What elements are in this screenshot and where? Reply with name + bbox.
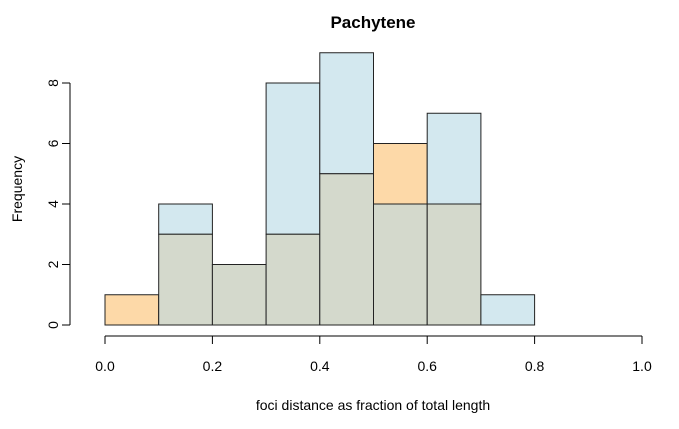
overlap-bar-4 [319,173,374,326]
x-axis-label: foci distance as fraction of total lengt… [256,397,490,413]
blue-bar-4 [319,52,374,175]
blue-bar-6 [426,112,482,205]
orange-bar-5 [373,143,428,205]
bars-layer [104,52,536,326]
x-ticks: 0.0 0.2 0.4 0.6 0.8 1.0 [95,336,652,374]
blue-bar-7 [480,294,536,326]
x-axis: 0.0 0.2 0.4 0.6 0.8 1.0 [95,335,652,374]
overlap-bar-5 [373,203,428,326]
x-tick-label-4: 0.8 [525,358,545,374]
x-tick-label-2: 0.4 [310,358,330,374]
overlap-bar-1 [158,233,213,326]
chart-title: Pachytene [330,13,415,32]
y-ticks: 0 2 4 6 8 [45,79,70,329]
y-tick-label-0: 0 [45,321,61,329]
y-tick-label-2: 4 [45,200,61,208]
y-tick-label-3: 6 [45,139,61,147]
x-tick-label-3: 0.6 [417,358,437,374]
y-axis-label: Frequency [9,156,25,222]
overlap-bar-2 [211,264,267,326]
y-tick-label-4: 8 [45,79,61,87]
blue-bar-3 [265,82,321,235]
orange-bar-0 [104,294,160,326]
blue-bar-1 [158,203,213,235]
y-axis: 0 2 4 6 8 [45,79,71,329]
y-tick-label-1: 2 [45,260,61,268]
overlap-bar-6 [426,203,482,326]
overlap-bar-3 [265,233,321,326]
x-tick-label-0: 0.0 [95,358,115,374]
x-tick-label-5: 1.0 [632,358,652,374]
x-tick-label-1: 0.2 [203,358,223,374]
